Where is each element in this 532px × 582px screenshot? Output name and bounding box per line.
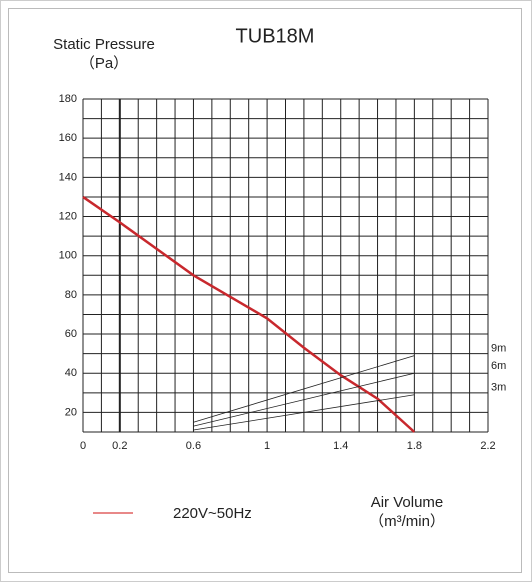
legend-label: 220V~50Hz [173, 505, 252, 522]
y-tick-label: 180 [59, 93, 77, 105]
x-tick-label: 2.2 [480, 440, 495, 452]
y-tick-label: 140 [59, 171, 77, 183]
y-tick-label: 80 [65, 289, 77, 301]
inner-frame [8, 8, 522, 573]
x-tick-label: 0 [80, 440, 86, 452]
system-line [193, 394, 415, 431]
x-tick-label: 1 [264, 440, 270, 452]
y-tick-label: 20 [65, 406, 77, 418]
series-label: 6m [491, 360, 506, 372]
chart-title: TUB18M [236, 25, 315, 47]
y-axis-label: Static Pressure [53, 36, 155, 53]
x-tick-label: 1.8 [407, 440, 422, 452]
curve [82, 195, 416, 433]
y-tick-label: 100 [59, 250, 77, 262]
x-tick-label: 0.2 [112, 440, 127, 452]
series-label: 9m [491, 343, 506, 355]
y-tick-label: 60 [65, 328, 77, 340]
system-line [193, 372, 415, 427]
y-tick-label: 40 [65, 367, 77, 379]
y-axis-unit: （Pa） [80, 55, 128, 72]
x-tick-label: 0.6 [186, 440, 201, 452]
x-axis-unit: （m³/min） [369, 513, 445, 530]
system-line [193, 355, 415, 423]
y-tick-label: 160 [59, 132, 77, 144]
x-tick-label: 1.4 [333, 440, 348, 452]
y-tick-label: 120 [59, 210, 77, 222]
x-axis-label: Air Volume [371, 494, 444, 511]
series-label: 3m [491, 382, 506, 394]
